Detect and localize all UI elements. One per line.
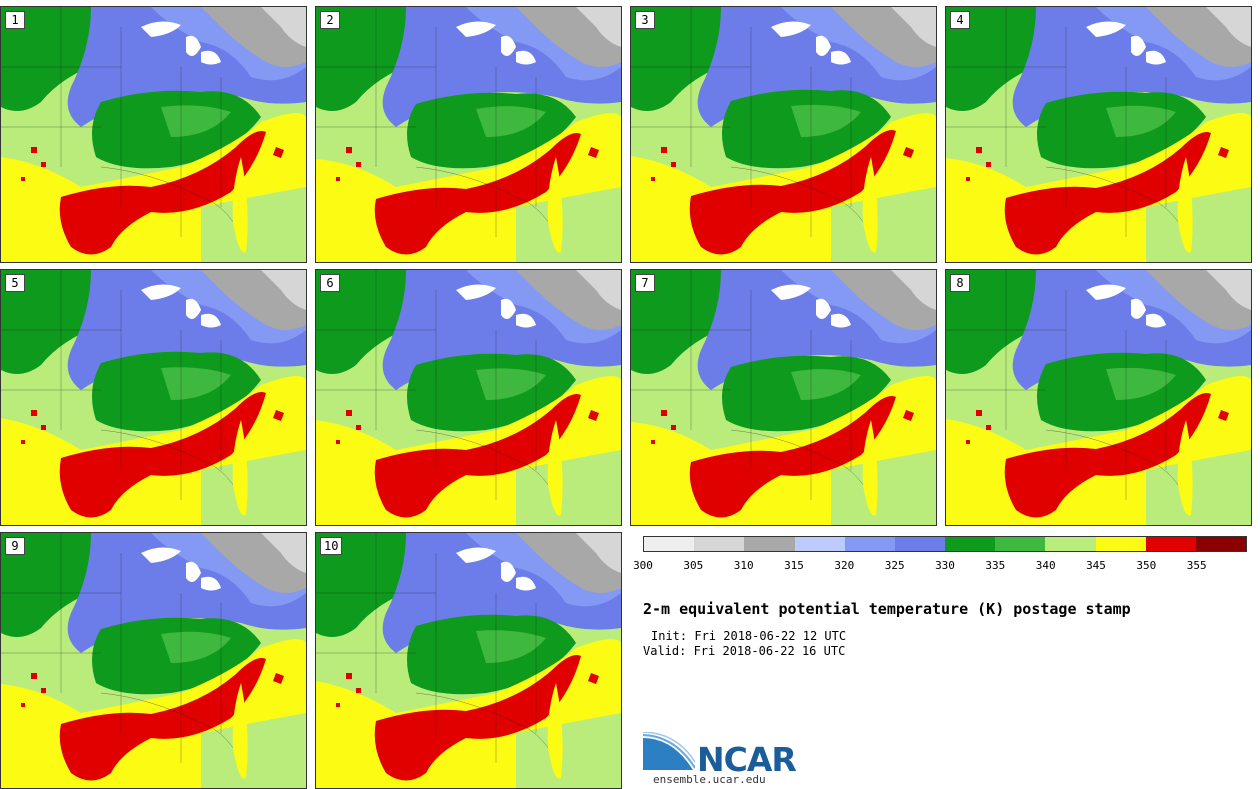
colorbar-tick-label: 310: [733, 559, 754, 572]
member-number-label: 7: [635, 274, 655, 292]
colorbar-segment: [945, 537, 996, 551]
valid-time: Valid: Fri 2018-06-22 16 UTC: [643, 644, 846, 658]
site-url: ensemble.ucar.edu: [653, 773, 766, 786]
theta-e-map: [631, 7, 936, 262]
member-number-label: 5: [5, 274, 25, 292]
theta-e-map: [946, 270, 1251, 525]
colorbar-segment: [1145, 537, 1196, 551]
plot-title: 2-m equivalent potential temperature (K)…: [643, 600, 1131, 618]
colorbar-segment: [894, 537, 946, 551]
colorbar-segment: [1045, 537, 1096, 551]
member-number-label: 2: [320, 11, 340, 29]
init-time: Init: Fri 2018-06-22 12 UTC: [651, 629, 847, 643]
colorbar-tick-label: 320: [834, 559, 855, 572]
ncar-logo-text: NCAR: [697, 740, 797, 779]
map-panel: 10: [315, 532, 622, 789]
colorbar-tick-label: 355: [1186, 559, 1207, 572]
colorbar-tick-label: 335: [985, 559, 1006, 572]
map-panel: 1: [0, 6, 307, 263]
map-panel: 7: [630, 269, 937, 526]
colorbar-tick-label: 330: [935, 559, 955, 572]
member-number-label: 10: [320, 537, 343, 555]
map-panel: 8: [945, 269, 1252, 526]
map-panel: 9: [0, 532, 307, 789]
member-number-label: 6: [320, 274, 340, 292]
colorbar-segment: [844, 537, 895, 551]
member-number-label: 3: [635, 11, 655, 29]
colorbar-tick-label: 325: [884, 559, 905, 572]
colorbar-segment: [1095, 537, 1146, 551]
map-panel: 5: [0, 269, 307, 526]
colorbar-tick-label: 350: [1136, 559, 1157, 572]
colorbar-tick-label: 300: [633, 559, 653, 572]
theta-e-map: [1, 533, 306, 788]
map-panel: 6: [315, 269, 622, 526]
map-panel: 2: [315, 6, 622, 263]
theta-e-map: [631, 270, 936, 525]
map-panel: 4: [945, 6, 1252, 263]
theta-e-map: [946, 7, 1251, 262]
colorbar-segment: [995, 537, 1046, 551]
map-panel: 3: [630, 6, 937, 263]
colorbar-segment: [744, 537, 795, 551]
member-number-label: 1: [5, 11, 25, 29]
theta-e-map: [316, 270, 621, 525]
theta-e-map: [316, 533, 621, 788]
member-number-label: 9: [5, 537, 25, 555]
colorbar-segment: [794, 537, 845, 551]
theta-e-map: [1, 7, 306, 262]
theta-e-map: [316, 7, 621, 262]
colorbar-segment: [1195, 537, 1247, 551]
colorbar: [643, 536, 1247, 552]
colorbar-segment: [644, 537, 695, 551]
colorbar-tick-label: 315: [784, 559, 804, 572]
member-number-label: 8: [950, 274, 970, 292]
colorbar-tick-label: 340: [1035, 559, 1056, 572]
ncar-logo-icon: [642, 731, 696, 776]
colorbar-segment: [694, 537, 745, 551]
member-number-label: 4: [950, 11, 970, 29]
colorbar-tick-label: 305: [683, 559, 704, 572]
theta-e-map: [1, 270, 306, 525]
colorbar-tick-label: 345: [1086, 559, 1106, 572]
